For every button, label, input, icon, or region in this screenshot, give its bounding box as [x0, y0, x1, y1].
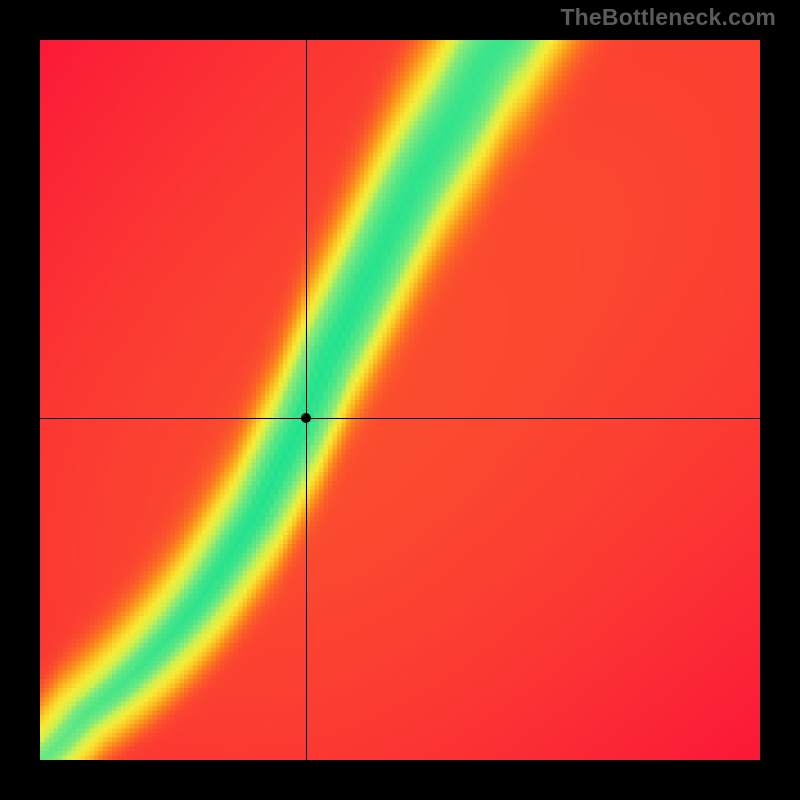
crosshair-marker: [301, 413, 311, 423]
heatmap-canvas: [40, 40, 760, 760]
crosshair-horizontal: [40, 418, 760, 419]
crosshair-vertical: [306, 40, 307, 760]
watermark-label: TheBottleneck.com: [560, 4, 776, 31]
